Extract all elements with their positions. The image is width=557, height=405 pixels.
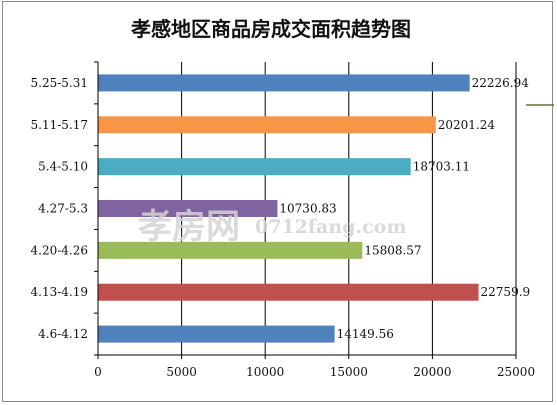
x-tick-label: 20000 <box>413 365 451 379</box>
chart-title: 孝感地区商品房成交面积趋势图 <box>130 17 411 41</box>
x-tick-label: 25000 <box>497 365 535 379</box>
bar <box>98 283 479 301</box>
category-label: 5.4-5.10 <box>38 160 88 174</box>
gridlines <box>181 62 517 355</box>
data-label: 22759.9 <box>481 285 531 299</box>
watermark: 孝房网 0712fang.com <box>138 207 406 247</box>
data-label: 10730.83 <box>279 202 336 216</box>
data-label: 20201.24 <box>438 118 496 132</box>
data-labels: 22226.94 20201.24 18703.11 10730.83 15808.57… <box>279 76 530 341</box>
x-tick-label: 5000 <box>166 365 197 379</box>
category-label: 4.20-4.26 <box>31 243 89 257</box>
bar <box>98 116 436 134</box>
data-label: 22226.94 <box>472 76 530 90</box>
watermark-sub: 0712fang.com <box>255 216 406 238</box>
x-tick-labels: 0 5000 10000 15000 20000 25000 <box>94 365 535 379</box>
bar <box>98 200 278 217</box>
category-labels: 5.25-5.31 5.11-5.17 5.4-5.10 4.27-5.3 4.20-4… <box>31 76 89 341</box>
x-tick-label: 0 <box>94 365 102 379</box>
category-label: 5.25-5.31 <box>31 76 89 90</box>
bar <box>98 325 335 343</box>
axes <box>94 61 517 359</box>
bar-chart: 孝感地区商品房成交面积趋势图 5.25-5.31 5.11-5.17 5.4-5.1… <box>31 17 554 379</box>
data-label: 15808.57 <box>364 243 421 257</box>
bar <box>98 158 411 176</box>
data-label: 14149.56 <box>337 327 394 341</box>
data-label: 18703.11 <box>413 160 470 174</box>
category-label: 4.13-4.19 <box>31 285 89 299</box>
bar <box>98 241 363 259</box>
x-tick-label: 15000 <box>330 365 368 379</box>
category-label: 5.11-5.17 <box>31 118 89 132</box>
bar <box>98 74 470 92</box>
category-label: 4.6-4.12 <box>38 327 88 341</box>
watermark-main: 孝房网 <box>138 207 240 247</box>
x-tick-label: 10000 <box>246 365 284 379</box>
bars <box>98 74 479 343</box>
category-label: 4.27-5.3 <box>38 202 88 216</box>
